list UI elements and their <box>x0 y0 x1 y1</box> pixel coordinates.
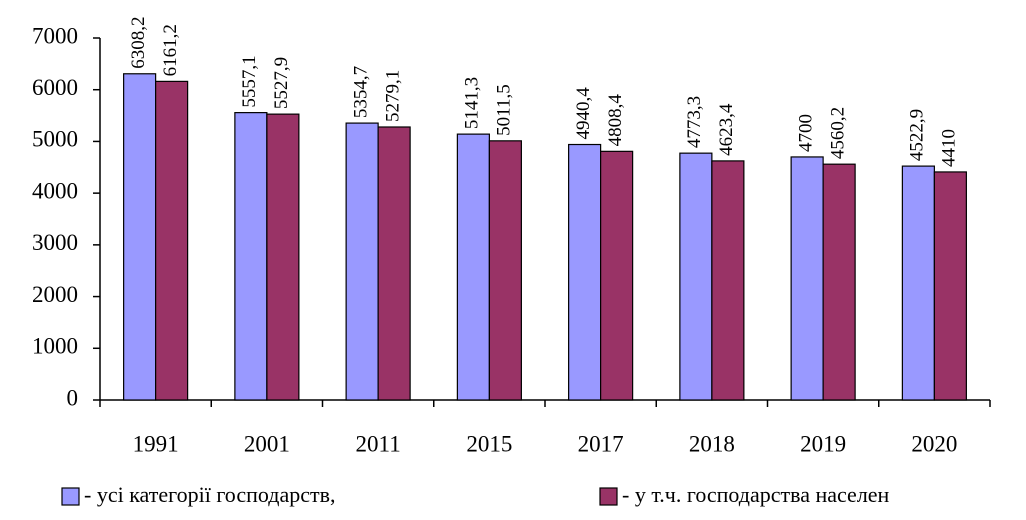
y-tick-label: 7000 <box>32 23 78 48</box>
y-tick-label: 4000 <box>32 178 78 203</box>
legend-swatch <box>61 487 80 506</box>
value-label: 5279,1 <box>382 70 403 122</box>
x-tick-label: 2017 <box>578 431 624 456</box>
value-label: 4623,4 <box>716 103 737 156</box>
bar <box>933 171 967 401</box>
bar <box>123 73 157 401</box>
legend-swatch <box>599 487 618 506</box>
y-tick-label: 5000 <box>32 127 78 152</box>
x-tick-label: 2011 <box>356 431 401 456</box>
bar <box>901 165 935 401</box>
x-tick-label: 2019 <box>800 431 846 456</box>
value-label: 6161,2 <box>160 24 181 76</box>
value-label: 5527,9 <box>271 57 292 109</box>
x-tick-label: 2018 <box>689 431 735 456</box>
value-label: 6308,2 <box>128 17 149 69</box>
bar <box>345 122 379 401</box>
value-label: 5141,3 <box>462 77 483 129</box>
value-label: 5557,1 <box>239 55 260 107</box>
bar <box>377 126 411 401</box>
y-tick-label: 6000 <box>32 75 78 100</box>
value-label: 4700 <box>795 114 816 152</box>
bar <box>679 152 713 401</box>
legend-label: - у т.ч. господарства населен <box>622 482 890 507</box>
value-label: 4410 <box>939 129 960 167</box>
bar <box>790 156 824 401</box>
legend-label: - усі категорії господарств, <box>84 482 336 507</box>
value-label: 5354,7 <box>350 66 371 118</box>
bar <box>568 143 602 401</box>
value-label: 4560,2 <box>827 107 848 159</box>
bar <box>711 160 745 401</box>
bar <box>600 150 634 401</box>
value-label: 4773,3 <box>684 96 705 148</box>
value-label: 5011,5 <box>494 84 515 136</box>
bar <box>266 113 300 401</box>
bar <box>456 133 490 401</box>
y-tick-label: 1000 <box>32 334 78 359</box>
value-label: 4940,4 <box>573 87 594 140</box>
bar <box>822 163 856 401</box>
value-label: 4808,4 <box>605 94 626 147</box>
x-tick-label: 2015 <box>466 431 512 456</box>
bar <box>234 112 268 401</box>
y-tick-label: 2000 <box>32 282 78 307</box>
y-tick-label: 3000 <box>32 230 78 255</box>
x-tick-label: 1991 <box>133 431 179 456</box>
value-label: 4522,9 <box>907 109 928 161</box>
bar <box>488 140 522 401</box>
x-tick-label: 2020 <box>911 431 957 456</box>
x-tick-label: 2001 <box>244 431 290 456</box>
y-tick-label: 0 <box>67 385 79 410</box>
bar <box>155 80 189 401</box>
